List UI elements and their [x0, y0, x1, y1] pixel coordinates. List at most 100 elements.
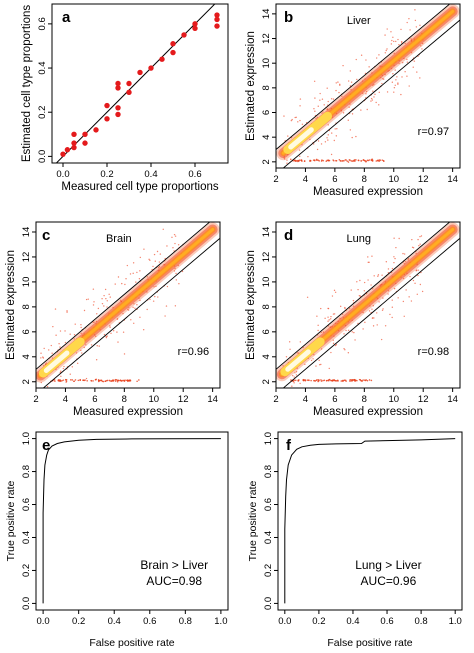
outlier-point: [174, 305, 177, 307]
floor-point: [378, 160, 381, 162]
outlier-point: [409, 275, 411, 278]
x-tick-label: 8: [362, 174, 367, 185]
y-axis-title: True positive rate: [5, 480, 17, 561]
density-core-peak: [43, 350, 70, 374]
outlier-point: [393, 86, 396, 89]
floor-point: [108, 379, 111, 382]
panel-letter: d: [284, 227, 293, 244]
outlier-point: [334, 128, 336, 130]
outlier-point: [329, 318, 332, 320]
floor-point: [344, 379, 347, 382]
outlier-point: [174, 268, 176, 270]
outlier-point: [351, 113, 354, 115]
outlier-point: [112, 330, 115, 332]
floor-point: [77, 379, 80, 382]
outlier-point: [348, 106, 350, 108]
outlier-point: [320, 143, 323, 145]
outlier-point: [420, 45, 422, 47]
outlier-point: [404, 261, 407, 263]
floor-point: [59, 379, 61, 382]
outlier-point: [395, 79, 397, 81]
auc-label: AUC=0.96: [361, 574, 417, 588]
plot-area-c: [36, 222, 220, 400]
x-tick-label: 0.0: [37, 616, 50, 627]
outlier-point: [292, 374, 294, 377]
lower-band-line: [42, 237, 220, 388]
floor-point: [114, 380, 117, 382]
outlier-point: [387, 293, 389, 295]
floor-point: [357, 159, 360, 162]
outlier-point: [415, 269, 418, 271]
x-tick-label: 12: [418, 174, 429, 185]
floor-point: [289, 158, 292, 161]
outlier-point: [401, 61, 404, 64]
outlier-point: [419, 235, 421, 238]
outlier-point: [320, 307, 322, 310]
floor-point: [112, 380, 114, 382]
outlier-point: [101, 298, 103, 300]
outlier-point: [366, 108, 368, 111]
floor-point: [317, 159, 319, 162]
outlier-point: [330, 153, 333, 156]
outlier-point: [312, 143, 315, 145]
data-point: [71, 144, 77, 151]
floor-point: [368, 159, 371, 161]
outlier-point: [385, 261, 388, 263]
outlier-point: [156, 250, 159, 253]
y-tick-label: 0.6: [263, 498, 274, 511]
outlier-point: [384, 325, 387, 327]
outlier-point: [381, 309, 384, 311]
x-axis-title: False positive rate: [327, 637, 412, 649]
outlier-point: [74, 323, 76, 325]
data-point: [115, 85, 121, 91]
outlier-point: [371, 255, 373, 257]
floor-point: [65, 380, 68, 383]
outlier-point: [395, 40, 397, 43]
outlier-point: [296, 352, 299, 354]
y-tick-label: 14: [21, 227, 32, 238]
floor-point: [102, 380, 105, 383]
floor-point: [136, 380, 138, 383]
outlier-point: [157, 266, 160, 269]
y-tick-label: 0.8: [263, 465, 274, 478]
outlier-point: [319, 99, 321, 101]
outlier-point: [81, 352, 83, 354]
outlier-point: [117, 276, 120, 278]
outlier-point: [181, 270, 184, 273]
outlier-point: [98, 345, 100, 347]
y-axis-title: Estimated expression: [245, 31, 257, 141]
outlier-point: [50, 399, 51, 400]
floor-point: [355, 159, 357, 161]
outlier-point: [376, 312, 378, 314]
floor-point: [302, 379, 305, 382]
outlier-point: [358, 294, 361, 297]
y-tick-label: 14: [261, 9, 272, 20]
outlier-point: [412, 66, 414, 68]
outlier-point: [132, 272, 134, 275]
identity-line: [55, 4, 216, 163]
outlier-point: [73, 338, 75, 340]
y-tick-label: 8: [261, 85, 272, 90]
floor-point: [375, 160, 378, 162]
outlier-point: [284, 178, 285, 179]
outlier-point: [330, 132, 333, 134]
outlier-point: [391, 267, 394, 270]
outlier-point: [391, 299, 393, 301]
y-tick-label: 0.0: [37, 150, 48, 163]
outlier-point: [332, 342, 335, 345]
floor-point: [342, 379, 345, 382]
outlier-point: [375, 57, 378, 59]
outlier-point: [154, 295, 156, 298]
floor-point: [310, 379, 312, 382]
floor-point: [121, 379, 124, 382]
y-tick-label: 2: [261, 159, 272, 164]
outlier-point: [355, 58, 357, 61]
outlier-point: [158, 261, 161, 263]
outlier-point: [378, 104, 380, 106]
floor-point: [326, 379, 328, 382]
outlier-point: [166, 285, 169, 288]
floor-point: [359, 379, 362, 381]
outlier-point: [310, 359, 313, 362]
outlier-point: [85, 377, 88, 380]
outlier-point: [393, 91, 395, 93]
